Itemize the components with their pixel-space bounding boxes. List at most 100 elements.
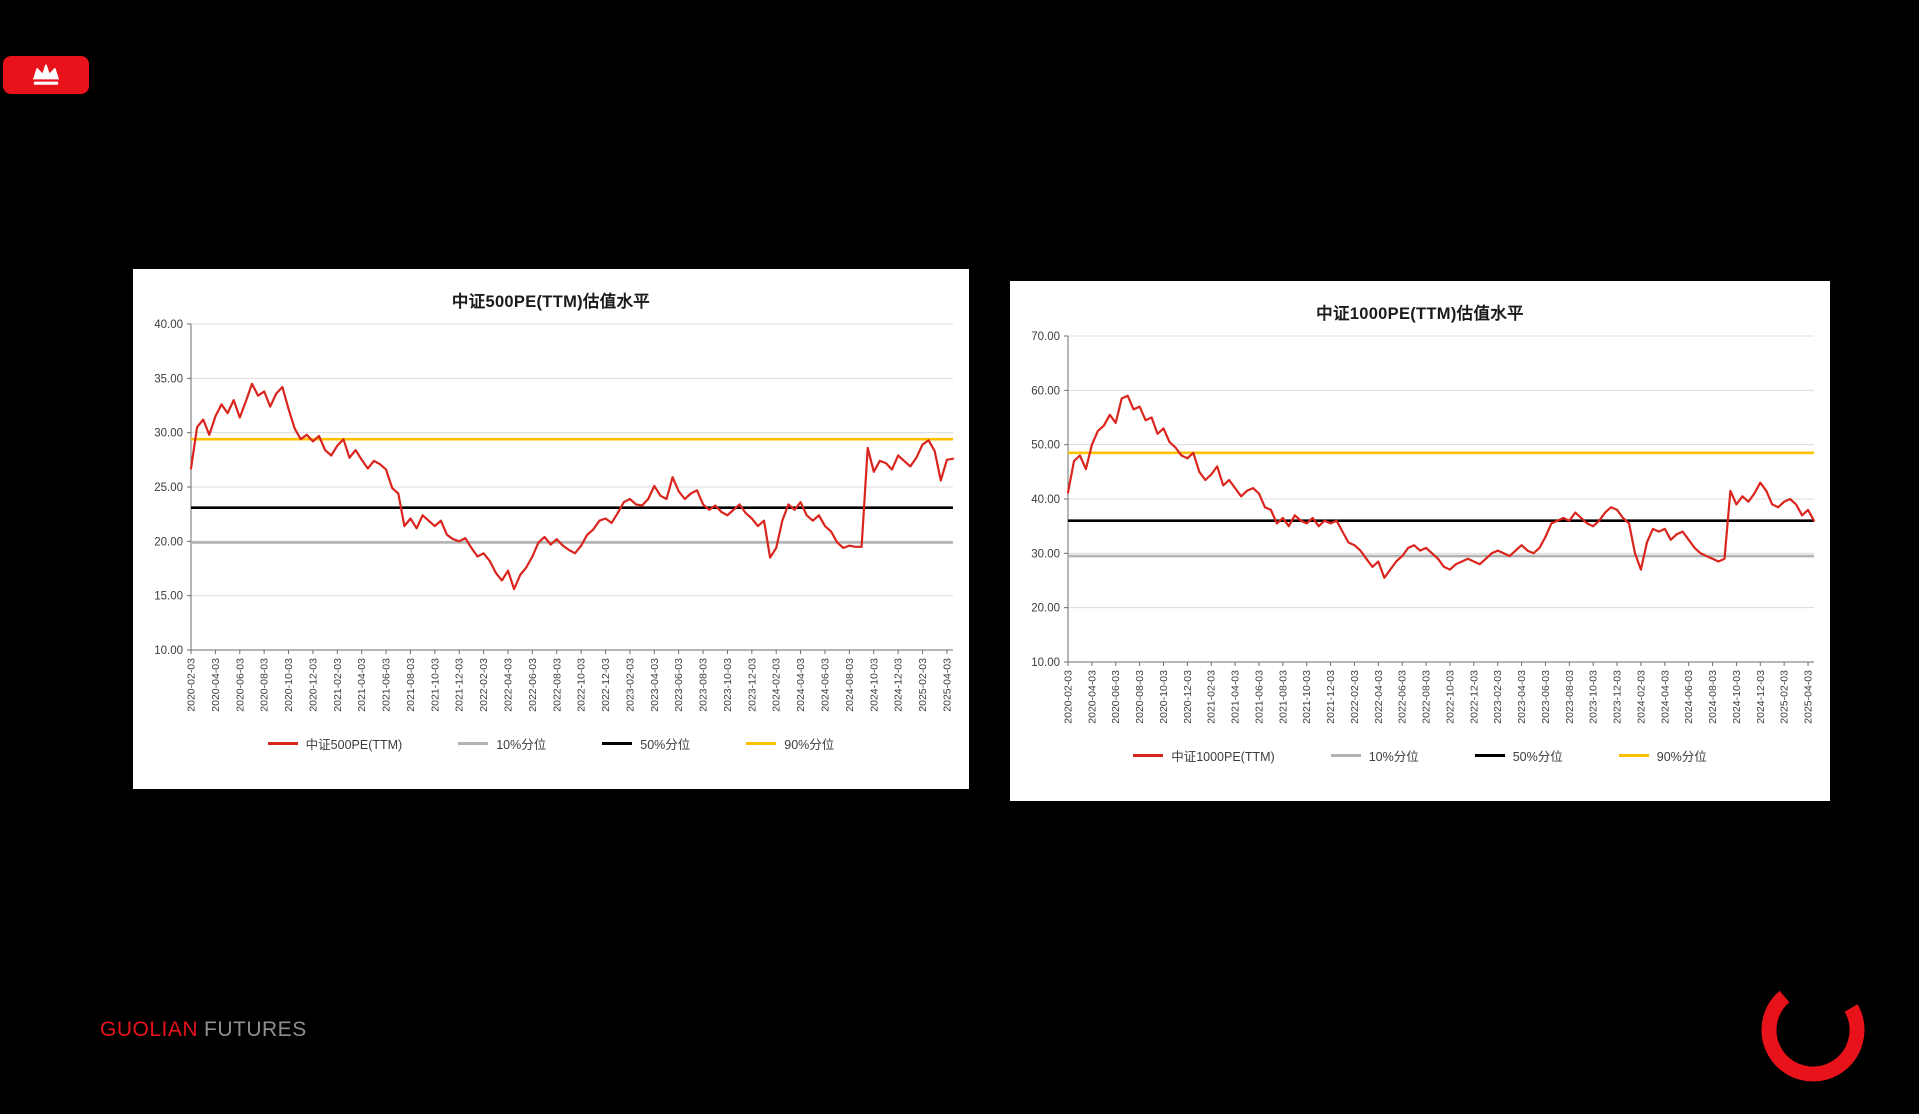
legend-label: 中证1000PE(TTM) [1171, 750, 1275, 765]
svg-text:2022-06-03: 2022-06-03 [1397, 670, 1409, 724]
svg-text:2020-10-03: 2020-10-03 [283, 658, 295, 712]
brand-secondary: FUTURES [204, 1018, 307, 1041]
svg-text:2024-10-03: 2024-10-03 [1731, 670, 1743, 724]
svg-text:2025-02-03: 2025-02-03 [1779, 670, 1791, 724]
legend-label: 10%分位 [1368, 750, 1419, 765]
svg-text:2022-12-03: 2022-12-03 [600, 658, 612, 712]
svg-text:10.00: 10.00 [1031, 657, 1060, 669]
chart-plot-csi1000: 10.00 20.00 30.00 40.00 50.00 60.00 70.00 2020-… [1031, 331, 1816, 724]
legend-line-swatch [602, 742, 633, 746]
red-arc-swoosh-icon [1761, 978, 1865, 1082]
svg-text:2023-12-03: 2023-12-03 [1612, 670, 1624, 724]
svg-text:2020-12-03: 2020-12-03 [1182, 670, 1194, 724]
svg-text:2021-04-03: 2021-04-03 [356, 658, 368, 712]
svg-text:2023-02-03: 2023-02-03 [624, 658, 636, 712]
legend-label: 90%分位 [1656, 750, 1707, 765]
svg-text:2021-12-03: 2021-12-03 [454, 658, 466, 712]
legend-item: 10%分位 [1330, 746, 1419, 765]
legend-line-swatch [1474, 754, 1505, 758]
svg-text:25.00: 25.00 [154, 482, 183, 494]
legend-item: 中证1000PE(TTM) [1133, 746, 1275, 765]
svg-text:70.00: 70.00 [1031, 331, 1060, 343]
svg-text:2022-04-03: 2022-04-03 [502, 658, 514, 712]
svg-text:2020-10-03: 2020-10-03 [1158, 670, 1170, 724]
chart-legend: 中证500PE(TTM) 10%分位 50%分位 90%分位 [133, 724, 969, 789]
legend-label: 50%分位 [1512, 750, 1563, 765]
brand-primary: GUOLIAN [100, 1018, 199, 1041]
svg-text:2021-06-03: 2021-06-03 [381, 658, 393, 712]
svg-text:2023-04-03: 2023-04-03 [1516, 670, 1528, 724]
svg-text:2023-02-03: 2023-02-03 [1492, 670, 1504, 724]
svg-text:2024-10-03: 2024-10-03 [868, 658, 880, 712]
legend-item: 50%分位 [602, 734, 690, 753]
chart-legend: 中证1000PE(TTM) 10%分位 50%分位 90%分位 [1010, 736, 1830, 801]
svg-text:2024-02-03: 2024-02-03 [771, 658, 783, 712]
svg-text:2020-04-03: 2020-04-03 [1086, 670, 1098, 724]
svg-text:2021-10-03: 2021-10-03 [429, 658, 441, 712]
svg-text:2020-06-03: 2020-06-03 [1110, 670, 1122, 724]
svg-text:30.00: 30.00 [1031, 548, 1060, 560]
legend-label: 90%分位 [784, 738, 835, 753]
svg-text:2021-12-03: 2021-12-03 [1325, 670, 1337, 724]
legend-item: 90%分位 [1618, 746, 1707, 765]
legend-item: 中证500PE(TTM) [267, 734, 403, 753]
svg-text:2024-06-03: 2024-06-03 [1683, 670, 1695, 724]
svg-text:2022-02-03: 2022-02-03 [1349, 670, 1361, 724]
svg-text:2023-06-03: 2023-06-03 [673, 658, 685, 712]
svg-text:2020-12-03: 2020-12-03 [307, 658, 319, 712]
footer-brand: GUOLIAN FUTURES [100, 1018, 307, 1042]
svg-text:2020-08-03: 2020-08-03 [259, 658, 271, 712]
svg-text:2025-04-03: 2025-04-03 [941, 658, 953, 712]
legend-line-swatch [1618, 754, 1649, 758]
svg-text:2022-02-03: 2022-02-03 [478, 658, 490, 712]
svg-text:60.00: 60.00 [1031, 385, 1060, 397]
svg-text:2024-12-03: 2024-12-03 [893, 658, 905, 712]
svg-text:2021-08-03: 2021-08-03 [1277, 670, 1289, 724]
svg-text:40.00: 40.00 [154, 319, 183, 331]
chart-panel-csi1000-pe: 中证1000PE(TTM)估值水平 10.00 20.00 30.00 40.00 50… [1010, 281, 1830, 801]
legend-line-swatch [746, 742, 777, 746]
svg-text:2021-02-03: 2021-02-03 [332, 658, 344, 712]
svg-text:2022-12-03: 2022-12-03 [1468, 670, 1480, 724]
svg-text:2023-10-03: 2023-10-03 [722, 658, 734, 712]
svg-text:2020-08-03: 2020-08-03 [1134, 670, 1146, 724]
svg-text:2020-04-03: 2020-04-03 [210, 658, 222, 712]
chart-title: 中证500PE(TTM)估值水平 [451, 293, 651, 312]
svg-text:2021-04-03: 2021-04-03 [1230, 670, 1242, 724]
svg-text:20.00: 20.00 [154, 536, 183, 548]
legend-item: 10%分位 [458, 734, 546, 753]
svg-text:30.00: 30.00 [154, 428, 183, 440]
svg-text:2024-04-03: 2024-04-03 [1659, 670, 1671, 724]
header-badge [3, 56, 89, 94]
chart-title: 中证1000PE(TTM)估值水平 [1316, 305, 1524, 324]
svg-text:2024-08-03: 2024-08-03 [1707, 670, 1719, 724]
svg-text:10.00: 10.00 [154, 645, 183, 657]
svg-text:35.00: 35.00 [154, 373, 183, 385]
legend-line-swatch [1330, 754, 1361, 758]
svg-text:2020-06-03: 2020-06-03 [234, 658, 246, 712]
legend-label: 中证500PE(TTM) [305, 738, 403, 753]
svg-text:2023-12-03: 2023-12-03 [746, 658, 758, 712]
svg-text:2025-02-03: 2025-02-03 [917, 658, 929, 712]
svg-text:2022-08-03: 2022-08-03 [1421, 670, 1433, 724]
svg-text:2022-08-03: 2022-08-03 [551, 658, 563, 712]
svg-text:2021-08-03: 2021-08-03 [405, 658, 417, 712]
svg-text:2023-10-03: 2023-10-03 [1588, 670, 1600, 724]
svg-text:2023-08-03: 2023-08-03 [1564, 670, 1576, 724]
svg-text:15.00: 15.00 [154, 591, 183, 603]
svg-text:2021-02-03: 2021-02-03 [1206, 670, 1218, 724]
svg-text:2022-06-03: 2022-06-03 [527, 658, 539, 712]
legend-item: 90%分位 [746, 734, 834, 753]
legend-line-swatch [267, 742, 298, 746]
svg-text:2022-10-03: 2022-10-03 [576, 658, 588, 712]
svg-text:2024-02-03: 2024-02-03 [1635, 670, 1647, 724]
svg-text:2023-08-03: 2023-08-03 [698, 658, 710, 712]
svg-text:20.00: 20.00 [1031, 603, 1060, 615]
legend-label: 50%分位 [640, 738, 691, 753]
svg-text:2021-10-03: 2021-10-03 [1301, 670, 1313, 724]
svg-text:50.00: 50.00 [1031, 440, 1060, 452]
svg-text:2023-04-03: 2023-04-03 [649, 658, 661, 712]
chart-panel-csi500-pe: 中证500PE(TTM)估值水平 10.00 15.00 20.00 25.00 30.… [133, 269, 969, 789]
svg-text:2020-02-03: 2020-02-03 [1063, 670, 1075, 724]
